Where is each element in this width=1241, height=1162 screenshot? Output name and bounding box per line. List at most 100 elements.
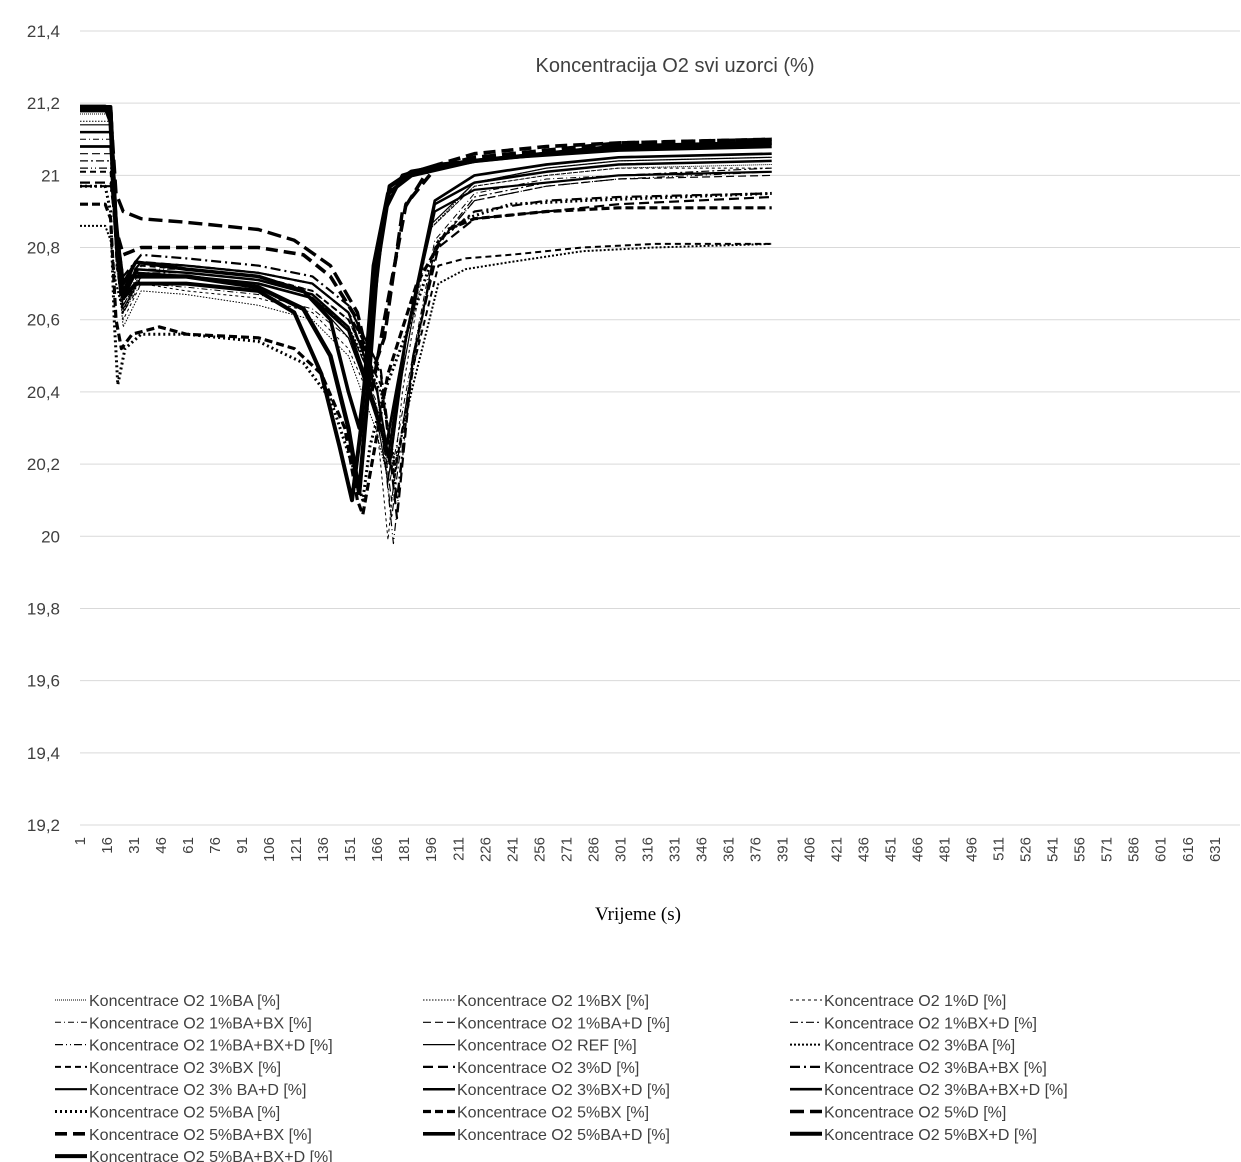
x-tick-label: 466 [910,837,927,862]
legend-label: Koncentrace O2 5%BA+BX+D [%] [89,1149,333,1162]
legend-item: Koncentrace O2 5%BX+D [%] [790,1127,1037,1144]
y-tick-label: 21,4 [27,22,60,41]
x-tick-label: 46 [153,837,170,854]
x-axis-label: Vrijeme (s) [595,904,681,925]
series-line-12 [80,185,772,502]
series-line-7 [80,167,772,545]
x-tick-label: 31 [126,837,143,854]
y-tick-label: 20,8 [27,239,60,258]
legend-label: Koncentrace O2 1%BA+BX [%] [89,1015,312,1032]
x-tick-label: 631 [1207,837,1224,862]
x-tick-label: 106 [261,837,278,862]
legend-label: Koncentrace O2 REF [%] [457,1038,637,1055]
x-tick-label: 571 [1099,837,1116,862]
legend-label: Koncentrace O2 1%BA+BX+D [%] [89,1038,333,1055]
series-line-16 [80,184,772,502]
legend-label: Koncentrace O2 1%BA [%] [89,993,280,1010]
legend-item: Koncentrace O2 1%BA [%] [55,993,280,1010]
legend-label: Koncentrace O2 1%BX [%] [457,993,649,1010]
legend-item: Koncentrace O2 3%BX [%] [55,1060,281,1077]
x-tick-label: 226 [477,837,494,862]
x-tick-label: 421 [829,837,846,862]
x-tick-label: 541 [1045,837,1062,862]
legend-label: Koncentrace O2 3%BX [%] [89,1060,281,1077]
legend-item: Koncentrace O2 5%BA [%] [55,1105,280,1122]
legend-label: Koncentrace O2 5%BA+D [%] [457,1127,670,1144]
x-tick-label: 331 [666,837,683,862]
x-tick-label: 346 [693,837,710,862]
x-tick-label: 241 [504,837,521,862]
legend-item: Koncentrace O2 1%BA+BX+D [%] [55,1038,333,1055]
x-tick-label: 481 [937,837,954,862]
x-tick-label: 91 [234,837,251,854]
y-tick-label: 20,6 [27,311,60,330]
x-tick-label: 61 [180,837,197,854]
x-tick-label: 436 [856,837,873,862]
legend-label: Koncentrace O2 3%BA+BX [%] [824,1060,1047,1077]
legend-label: Koncentrace O2 5%BX+D [%] [824,1127,1037,1144]
legend-label: Koncentrace O2 5%BX [%] [457,1105,649,1122]
y-tick-label: 20,4 [27,383,60,402]
series-line-4 [80,138,772,483]
legend-label: Koncentrace O2 3%BA [%] [824,1038,1015,1055]
x-tick-label: 601 [1153,837,1170,862]
series-line-10 [80,170,772,473]
x-tick-label: 76 [207,837,224,854]
x-tick-label: 496 [964,837,981,862]
y-axis-ticks: 19,2 19,4 19,6 19,8 20 20,2 20,4 20,6 20,8 21 21,2… [27,22,60,835]
legend-label: Koncentrace O2 5%BA [%] [89,1105,280,1122]
x-tick-label: 121 [288,837,305,862]
legend-label: Koncentrace O2 1%BX+D [%] [824,1015,1037,1032]
y-tick-label: 21 [41,166,60,185]
legend-label: Koncentrace O2 1%BA+D [%] [457,1015,670,1032]
x-tick-label: 526 [1018,837,1035,862]
legend-label: Koncentrace O2 3%BA+BX+D [%] [824,1082,1068,1099]
legend-item: Koncentrace O2 1%BA+BX [%] [55,1015,312,1032]
series-line-9 [80,224,772,466]
legend-label: Koncentrace O2 3%D [%] [457,1060,639,1077]
x-tick-label: 1 [72,837,89,845]
y-tick-label: 19,4 [27,744,60,763]
series-line-3 [80,131,772,541]
legend-item: Koncentrace O2 5%BA+BX+D [%] [55,1149,333,1162]
x-tick-label: 616 [1180,837,1197,862]
legend-item: Koncentrace O2 REF [%] [423,1038,637,1055]
y-tick-label: 19,2 [27,816,60,835]
x-tick-label: 556 [1072,837,1089,862]
legend-item: Koncentrace O2 3%BA+BX+D [%] [790,1082,1068,1099]
series-line-18 [80,108,772,376]
legend-item: Koncentrace O2 3%BA [%] [790,1038,1015,1055]
x-tick-label: 586 [1126,837,1143,862]
x-tick-label: 151 [342,837,359,862]
x-tick-label: 16 [99,837,116,854]
legend-item: Koncentrace O2 3%BX+D [%] [423,1082,670,1099]
series-line-22 [80,104,772,496]
x-tick-label: 406 [802,837,819,862]
legend-item: Koncentrace O2 5%BA+D [%] [423,1127,670,1144]
legend-item: Koncentrace O2 1%BA+D [%] [423,1015,670,1032]
x-tick-label: 286 [585,837,602,862]
legend-item: Koncentrace O2 5%BX [%] [423,1105,649,1122]
legend-label: Koncentrace O2 5%BA+BX [%] [89,1127,312,1144]
chart-title: Koncentracija O2 svi uzorci (%) [536,55,815,77]
legend-item: Koncentrace O2 1%D [%] [790,993,1006,1010]
legend-item: Koncentrace O2 3% BA+D [%] [55,1082,306,1099]
x-tick-label: 136 [315,837,332,862]
x-tick-label: 256 [531,837,548,862]
legend-item: Koncentrace O2 3%D [%] [423,1060,639,1077]
x-tick-label: 166 [369,837,386,862]
x-tick-label: 511 [991,837,1008,861]
legend-item: Koncentrace O2 3%BA+BX [%] [790,1060,1047,1077]
series-line-2 [80,120,772,472]
x-axis-ticks: 1 16 31 46 61 76 91 106 121 136 151 166 181 196 211 226… [72,837,1224,862]
x-tick-label: 391 [774,837,791,862]
x-tick-label: 361 [720,837,737,862]
y-tick-label: 20 [41,527,60,546]
x-tick-label: 211 [450,837,467,861]
x-tick-label: 196 [423,837,440,862]
series-line-19 [80,105,772,394]
y-tick-label: 19,6 [27,672,60,691]
legend: Koncentrace O2 1%BA [%] Koncentrace O2 1%… [55,993,1068,1162]
legend-item: Koncentrace O2 5%BA+BX [%] [55,1127,312,1144]
